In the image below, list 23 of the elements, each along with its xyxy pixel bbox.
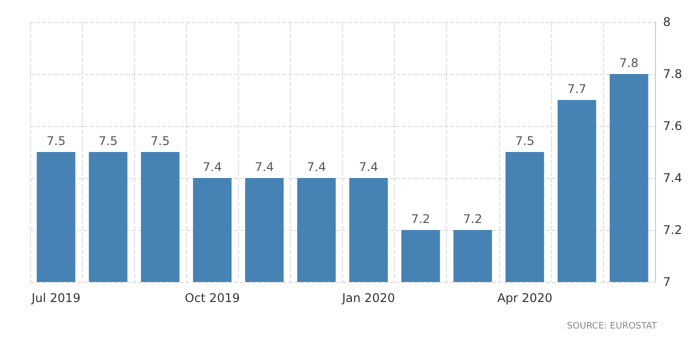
- x-tick-label: Jul 2019: [30, 291, 80, 305]
- y-tick-label: 8: [663, 15, 671, 29]
- data-label: 7.5: [515, 134, 534, 148]
- data-label: 7.4: [202, 160, 222, 174]
- x-tick-label: Jan 2020: [341, 291, 395, 305]
- data-label: 7.2: [411, 212, 430, 226]
- y-tick-label: 7.2: [663, 223, 682, 237]
- x-tick-label: Apr 2020: [497, 291, 552, 305]
- y-tick-label: 7.4: [663, 171, 682, 185]
- data-label: 7.4: [306, 160, 326, 174]
- data-label: 7.5: [150, 134, 170, 148]
- data-label: 7.5: [46, 134, 66, 148]
- data-label: 7.8: [619, 56, 639, 70]
- data-label: 7.7: [567, 82, 586, 96]
- y-tick-label: 7.8: [663, 67, 682, 81]
- data-label: 7.2: [463, 212, 482, 226]
- y-tick-label: 7.6: [663, 119, 682, 133]
- data-label: 7.5: [98, 134, 118, 148]
- data-label: 7.4: [358, 160, 378, 174]
- x-tick-label: Oct 2019: [184, 291, 240, 305]
- y-tick-label: 7: [663, 275, 671, 289]
- source-note: SOURCE: EUROSTAT: [566, 322, 658, 332]
- data-label: 7.4: [254, 160, 274, 174]
